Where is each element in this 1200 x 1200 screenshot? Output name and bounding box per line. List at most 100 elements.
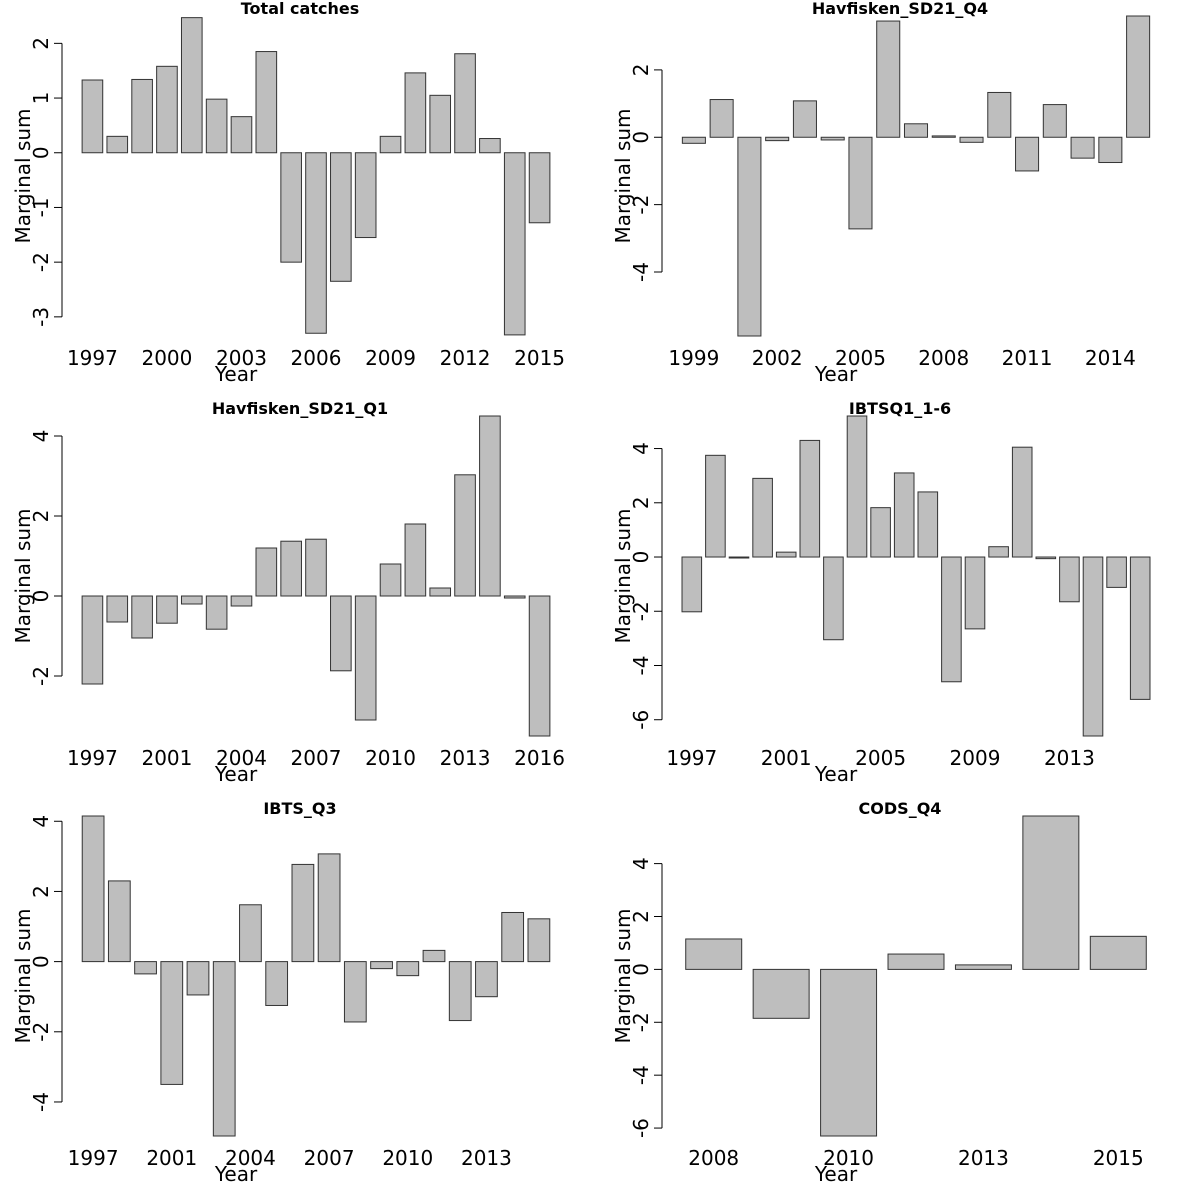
bar-2005 bbox=[848, 136, 873, 230]
bar-2003 bbox=[792, 100, 817, 138]
bar-2008 bbox=[354, 595, 377, 721]
x-tick-label: 2008 bbox=[688, 1146, 739, 1170]
bar-2005 bbox=[291, 863, 315, 963]
bar-2001 bbox=[180, 17, 203, 154]
chart-panel-4: IBTSQ1_1-6 -6 -4 -2 0 2 4 Marginal sum 1997 2001 2… bbox=[611, 399, 1151, 786]
bar-1998 bbox=[106, 135, 129, 154]
bar-2006 bbox=[305, 152, 327, 334]
x-tick-label: 2005 bbox=[835, 346, 886, 370]
bar-2016 bbox=[1129, 556, 1151, 700]
x-tick-label: 1997 bbox=[67, 746, 118, 770]
x-axis-label: Year bbox=[814, 1162, 858, 1186]
bar-2008 bbox=[685, 938, 743, 970]
bar-2007 bbox=[343, 961, 367, 1023]
x-tick-label: 2001 bbox=[146, 1146, 197, 1170]
x-tick-label: 2004 bbox=[225, 1146, 276, 1170]
bar-1998 bbox=[106, 595, 129, 623]
chart-title: Havfisken_SD21_Q1 bbox=[212, 399, 388, 418]
x-tick-label: 2009 bbox=[365, 346, 416, 370]
bar-1997 bbox=[81, 595, 104, 685]
x-tick-label: 2007 bbox=[291, 746, 342, 770]
bar-2012 bbox=[954, 964, 1012, 970]
bar-2003 bbox=[239, 904, 262, 963]
y-tick-label: 0 bbox=[629, 963, 653, 976]
x-axis-label: Year bbox=[214, 1162, 258, 1186]
bar-2008 bbox=[370, 961, 393, 970]
bar-2001 bbox=[775, 551, 797, 558]
x-tick-label: 2004 bbox=[216, 746, 267, 770]
y-tick-label: 2 bbox=[29, 885, 53, 898]
bar-2014 bbox=[1098, 136, 1123, 164]
bar-2011 bbox=[448, 961, 472, 1022]
y-tick-label: 0 bbox=[29, 955, 53, 968]
y-tick-label: -4 bbox=[29, 1092, 53, 1112]
y-tick-label: -4 bbox=[629, 656, 653, 676]
y-tick-label: -3 bbox=[29, 307, 53, 327]
bar-2004 bbox=[255, 51, 278, 154]
bar-2000 bbox=[156, 595, 178, 624]
bar-1999 bbox=[131, 78, 153, 154]
chart-panel-2: Havfisken_SD21_Q4 -4 -2 0 2 Marginal sum 1999 2… bbox=[611, 0, 1151, 386]
bar-2009 bbox=[959, 136, 984, 143]
x-axis-label: Year bbox=[214, 762, 258, 786]
x-tick-label: 1997 bbox=[67, 346, 118, 370]
bar-2006 bbox=[317, 853, 341, 963]
bar-2007 bbox=[330, 152, 352, 282]
x-tick-label: 1999 bbox=[668, 346, 719, 370]
bar-2014 bbox=[1089, 935, 1147, 970]
bar-2015 bbox=[528, 152, 551, 224]
x-tick-label: 2015 bbox=[514, 346, 565, 370]
bar-1998 bbox=[705, 454, 726, 558]
bar-2002 bbox=[205, 595, 228, 630]
bar-1997 bbox=[81, 79, 104, 154]
x-tick-label: 2002 bbox=[752, 346, 803, 370]
bar-2000 bbox=[160, 961, 184, 1085]
bar-2002 bbox=[205, 98, 228, 154]
bar-2009 bbox=[752, 968, 810, 1019]
x-tick-label: 1997 bbox=[68, 1146, 119, 1170]
bar-2000 bbox=[156, 65, 178, 154]
y-tick-label: -4 bbox=[629, 262, 653, 282]
x-tick-label: 2010 bbox=[823, 1146, 874, 1170]
bar-2002 bbox=[799, 439, 821, 558]
bar-2000 bbox=[752, 477, 773, 558]
x-tick-label: 1997 bbox=[666, 746, 717, 770]
chart-panel-1: Total catches -3 -2 -1 0 1 2 Marginal sum 1997 20… bbox=[11, 0, 565, 386]
bar-2013 bbox=[1059, 556, 1080, 603]
x-tick-label: 2001 bbox=[761, 746, 812, 770]
bar-2014 bbox=[527, 918, 551, 963]
bar-2004 bbox=[820, 136, 845, 141]
chart-title: Havfisken_SD21_Q4 bbox=[812, 0, 988, 18]
x-tick-label: 2008 bbox=[918, 346, 969, 370]
bar-2010 bbox=[422, 949, 446, 963]
bar-2001 bbox=[186, 961, 210, 996]
bar-2001 bbox=[180, 595, 203, 605]
bar-2012 bbox=[1042, 104, 1067, 138]
bar-2006 bbox=[305, 538, 327, 597]
x-tick-label: 2013 bbox=[1044, 746, 1095, 770]
y-tick-label: -6 bbox=[629, 1118, 653, 1138]
y-tick-label: -2 bbox=[629, 601, 653, 621]
y-tick-label: 4 bbox=[29, 815, 53, 828]
bar-2010 bbox=[404, 72, 427, 154]
bar-2011 bbox=[429, 94, 452, 154]
y-tick-label: -2 bbox=[629, 1012, 653, 1032]
chart-title: IBTS_Q3 bbox=[263, 799, 336, 818]
chart-panel-3: Havfisken_SD21_Q1 -2 0 2 4 Marginal sum 1997 20… bbox=[11, 399, 565, 786]
x-tick-label: 2016 bbox=[514, 746, 565, 770]
bar-1997 bbox=[81, 815, 105, 963]
bar-2001 bbox=[737, 136, 762, 337]
bar-2003 bbox=[823, 556, 844, 641]
bar-2014 bbox=[503, 595, 526, 599]
bar-2007 bbox=[330, 595, 352, 672]
bar-2013 bbox=[501, 911, 525, 963]
y-tick-label: 4 bbox=[29, 430, 53, 443]
x-tick-label: 2000 bbox=[141, 346, 192, 370]
bar-1999 bbox=[134, 961, 157, 975]
y-tick-label: 2 bbox=[29, 510, 53, 523]
bar-2006 bbox=[876, 20, 901, 138]
y-tick-label: -1 bbox=[29, 197, 53, 217]
bar-1999 bbox=[131, 595, 153, 639]
bar-2015 bbox=[1126, 15, 1151, 138]
